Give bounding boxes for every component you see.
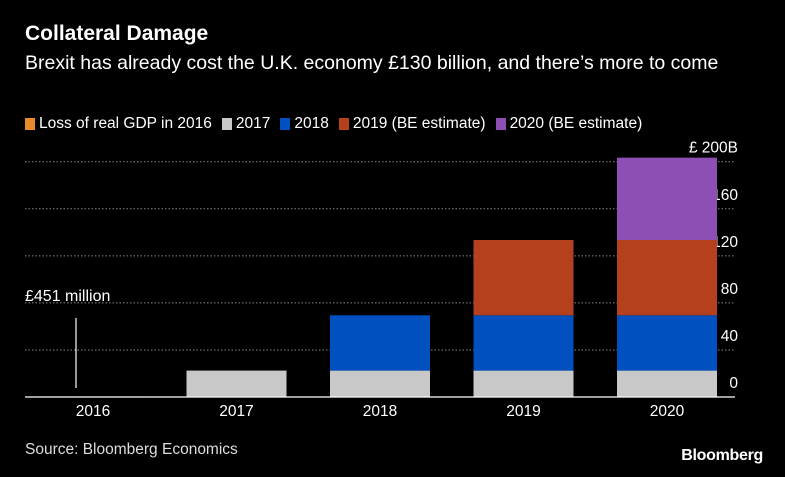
bar-segment-2020-2020 xyxy=(617,157,717,240)
legend-swatch xyxy=(280,118,291,130)
legend-item-2017: 2017 xyxy=(221,115,271,133)
bar-segment-2019-2019 xyxy=(473,239,574,316)
legend-label: 2017 xyxy=(235,115,271,132)
legend-label: 2019 (BE estimate) xyxy=(352,115,486,132)
y-tick-label: £ 200B xyxy=(689,140,738,157)
bar-segment-2018-2018 xyxy=(330,315,430,371)
source-note: Source: Bloomberg Economics xyxy=(25,441,238,458)
x-tick-label: 2020 xyxy=(650,403,685,420)
y-tick-label: 120 xyxy=(712,234,738,251)
bar-segment-2019-2017 xyxy=(473,370,574,397)
y-tick-label: 40 xyxy=(721,328,739,345)
y-tick-label: 80 xyxy=(721,281,739,298)
y-tick-label: 0 xyxy=(729,375,738,392)
bar-segment-2018-2017 xyxy=(330,370,430,397)
annotation-label: £451 million xyxy=(25,288,110,305)
legend-item-2018: 2018 xyxy=(280,115,329,133)
bar-segment-2020-2018 xyxy=(617,315,717,371)
x-tick-label: 2017 xyxy=(219,403,253,420)
y-tick-label: 160 xyxy=(712,187,738,204)
bloomberg-logo: Bloomberg xyxy=(681,447,763,464)
bar-segment-2020-2019 xyxy=(617,239,717,316)
bar-segment-2017-2017 xyxy=(186,370,287,397)
legend-swatch xyxy=(25,118,35,130)
legend-swatch xyxy=(495,118,506,130)
legend-item-2016: Loss of real GDP in 2016 xyxy=(25,115,212,133)
legend-label: 2020 (BE estimate) xyxy=(509,115,643,132)
bar-segment-2020-2017 xyxy=(617,370,717,397)
legend-swatch xyxy=(338,118,349,130)
x-tick-label: 2018 xyxy=(363,403,397,420)
legend-label: Loss of real GDP in 2016 xyxy=(39,115,212,132)
x-tick-label: 2016 xyxy=(76,403,110,420)
legend-swatch xyxy=(221,118,232,130)
legend-item-2020: 2020 (BE estimate) xyxy=(495,115,643,133)
x-tick-label: 2019 xyxy=(506,403,540,420)
chart-subtitle: Brexit has already cost the U.K. economy… xyxy=(25,52,719,74)
legend: Loss of real GDP in 2016 2017 2018 2019 … xyxy=(25,115,642,133)
legend-item-2019: 2019 (BE estimate) xyxy=(338,115,486,133)
bar-segment-2019-2018 xyxy=(473,315,574,371)
chart-title: Collateral Damage xyxy=(25,22,209,45)
legend-label: 2018 xyxy=(294,115,329,132)
